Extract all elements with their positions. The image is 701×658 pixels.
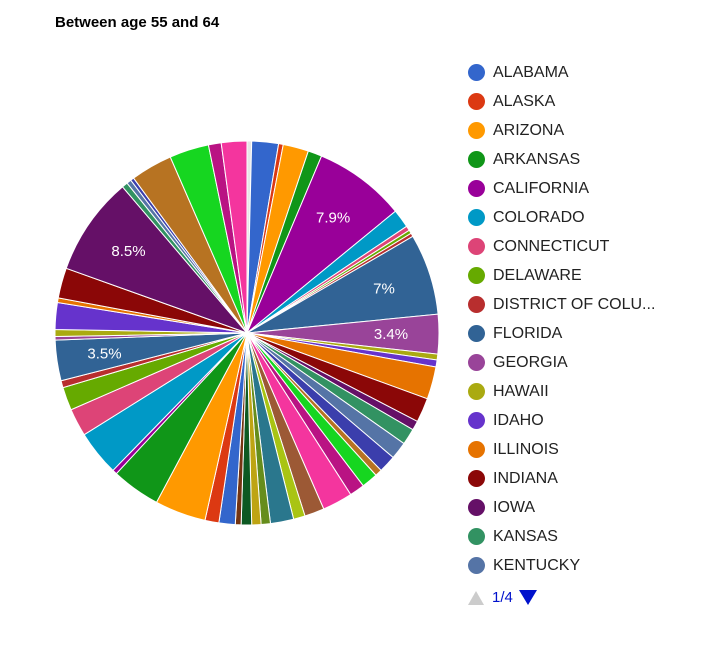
- legend-swatch-icon: [468, 122, 485, 139]
- legend-label: FLORIDA: [493, 324, 563, 342]
- legend-label: ALABAMA: [493, 63, 569, 81]
- pie-slice-label-5: 7.9%: [316, 210, 350, 227]
- legend-swatch-icon: [468, 499, 485, 516]
- legend-label: ALASKA: [493, 92, 556, 110]
- pie-slice-label-10: 7%: [373, 281, 395, 298]
- pie-slice-label-46: 8.5%: [111, 243, 145, 260]
- legend-swatch-icon: [468, 383, 485, 400]
- legend-swatch-icon: [468, 296, 485, 313]
- legend-swatch-icon: [468, 412, 485, 429]
- chart-title: Between age 55 and 64: [55, 14, 220, 31]
- legend-label: GEORGIA: [493, 353, 568, 371]
- pager-next-icon[interactable]: [518, 590, 537, 605]
- legend-item-0[interactable]: ALABAMA: [468, 58, 655, 87]
- legend-label: DISTRICT OF COLU...: [493, 295, 656, 313]
- legend-swatch-icon: [468, 267, 485, 284]
- legend-swatch-icon: [468, 180, 485, 197]
- pie-slice-53[interactable]: [220, 140, 248, 334]
- legend-swatch-icon: [468, 528, 485, 545]
- legend-label: IDAHO: [493, 411, 544, 429]
- pie-slice-labels: 7.9% 7% 3.4% 3.5% 8.5%: [87, 210, 408, 363]
- legend-label: IOWA: [493, 498, 536, 516]
- pager-prev-icon: [468, 590, 484, 605]
- legend-swatch-icon: [468, 470, 485, 487]
- legend-item-9[interactable]: FLORIDA: [468, 319, 655, 348]
- legend-label: DELAWARE: [493, 266, 582, 284]
- legend-label: COLORADO: [493, 208, 585, 226]
- legend-swatch-icon: [468, 238, 485, 255]
- legend-item-7[interactable]: DELAWARE: [468, 261, 655, 290]
- legend-item-2[interactable]: ARIZONA: [468, 116, 655, 145]
- legend-item-13[interactable]: ILLINOIS: [468, 435, 655, 464]
- legend-label: CALIFORNIA: [493, 179, 590, 197]
- pie-slice-46[interactable]: [65, 186, 249, 335]
- legend-item-5[interactable]: COLORADO: [468, 203, 655, 232]
- legend-swatch-icon: [468, 93, 485, 110]
- pie-slice-label-40: 3.5%: [87, 346, 121, 363]
- legend-item-10[interactable]: GEORGIA: [468, 348, 655, 377]
- legend-label: KANSAS: [493, 527, 558, 545]
- chart-legend: ALABAMA ALASKA ARIZONA ARKANSAS CALIFORNIA CO…: [468, 58, 655, 580]
- legend-swatch-icon: [468, 354, 485, 371]
- pie-slice-label-11: 3.4%: [374, 326, 408, 343]
- legend-swatch-icon: [468, 151, 485, 168]
- pager-page-indicator: 1/4: [492, 589, 513, 606]
- pie-chart: 7.9% 7% 3.4% 3.5% 8.5%: [54, 140, 440, 526]
- pie-slices: [54, 140, 440, 526]
- legend-item-11[interactable]: HAWAII: [468, 377, 655, 406]
- legend-pager: 1/4: [468, 589, 537, 606]
- legend-swatch-icon: [468, 64, 485, 81]
- legend-swatch-icon: [468, 209, 485, 226]
- legend-label: ARKANSAS: [493, 150, 581, 168]
- legend-label: ILLINOIS: [493, 440, 559, 458]
- legend-label: KENTUCKY: [493, 556, 581, 574]
- legend-label: ARIZONA: [493, 121, 565, 139]
- legend-swatch-icon: [468, 557, 485, 574]
- legend-item-12[interactable]: IDAHO: [468, 406, 655, 435]
- legend-label: CONNECTICUT: [493, 237, 610, 255]
- pie-slice-5[interactable]: [246, 155, 397, 334]
- legend-item-3[interactable]: ARKANSAS: [468, 145, 655, 174]
- legend-swatch-icon: [468, 325, 485, 342]
- legend-item-8[interactable]: DISTRICT OF COLU...: [468, 290, 655, 319]
- legend-item-14[interactable]: INDIANA: [468, 464, 655, 493]
- legend-swatch-icon: [468, 441, 485, 458]
- legend-item-17[interactable]: KENTUCKY: [468, 551, 655, 580]
- legend-item-6[interactable]: CONNECTICUT: [468, 232, 655, 261]
- legend-label: HAWAII: [493, 382, 549, 400]
- legend-item-1[interactable]: ALASKA: [468, 87, 655, 116]
- legend-item-15[interactable]: IOWA: [468, 493, 655, 522]
- legend-item-4[interactable]: CALIFORNIA: [468, 174, 655, 203]
- legend-label: INDIANA: [493, 469, 558, 487]
- legend-item-16[interactable]: KANSAS: [468, 522, 655, 551]
